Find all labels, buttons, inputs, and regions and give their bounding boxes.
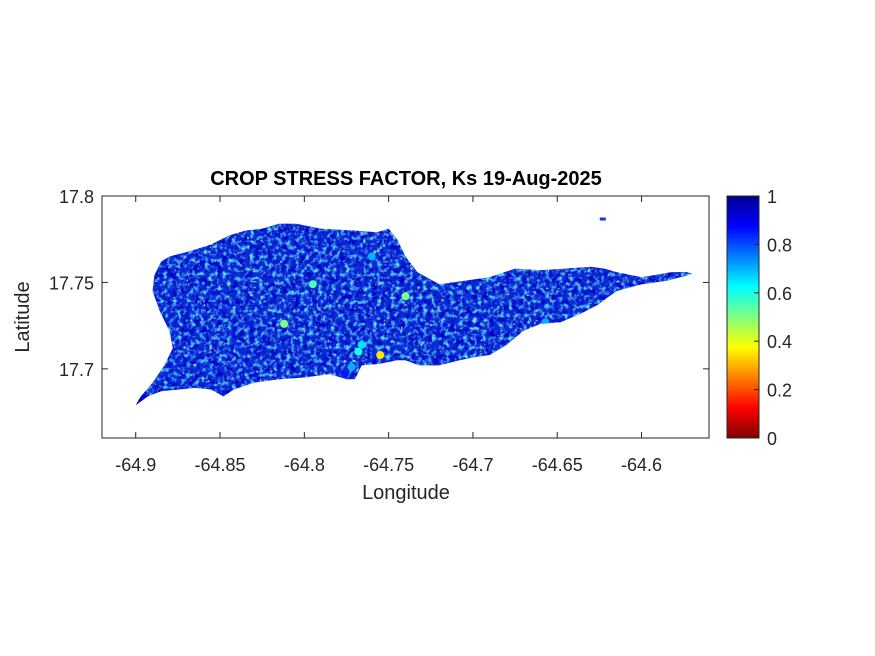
colorbar: 0 0.2 0.4 0.6 0.8 1 [726, 187, 792, 449]
colorbar-tick-label: 0.8 [767, 235, 792, 255]
x-tick-label: -64.8 [284, 455, 325, 475]
colorbar-ticks: 0 0.2 0.4 0.6 0.8 1 [754, 187, 792, 449]
colorbar-tick-label: 0 [767, 429, 777, 449]
colorbar-tick-label: 0.4 [767, 332, 792, 352]
ks-patch [357, 340, 366, 349]
ks-patch [401, 292, 410, 301]
x-tick-label: -64.6 [621, 455, 662, 475]
y-tick-label: 17.8 [59, 187, 94, 207]
ks-patch [347, 363, 356, 372]
ks-patch [376, 351, 385, 359]
y-axis-ticks: 17.7 17.75 17.8 [49, 187, 709, 380]
islet-pixel [599, 217, 606, 221]
colorbar-gradient [726, 195, 760, 439]
chart-title: CROP STRESS FACTOR, Ks 19-Aug-2025 [210, 168, 602, 190]
x-tick-label: -64.7 [452, 455, 493, 475]
ks-patch [280, 319, 289, 328]
ks-patch [340, 370, 349, 378]
colorbar-tick-label: 0.2 [767, 381, 792, 401]
x-tick-label: -64.9 [115, 455, 156, 475]
x-tick-label: -64.65 [532, 455, 583, 475]
ks-patch [354, 347, 363, 356]
ks-patch [308, 280, 317, 289]
colorbar-tick-label: 1 [767, 187, 777, 207]
axes-box [101, 195, 710, 439]
y-tick-label: 17.7 [59, 360, 94, 380]
plot-area [102, 196, 709, 438]
colorbar-tick-label: 0.6 [767, 284, 792, 304]
x-tick-label: -64.85 [195, 455, 246, 475]
x-axis-ticks: -64.9 -64.85 -64.8 -64.75 -64.7 -64.65 -64.6 [115, 196, 662, 475]
ks-patch [367, 252, 376, 261]
x-tick-label: -64.75 [363, 455, 414, 475]
y-tick-label: 17.75 [49, 273, 94, 293]
x-axis-label: Longitude [362, 482, 450, 504]
y-axis-label: Latitude [12, 281, 34, 352]
